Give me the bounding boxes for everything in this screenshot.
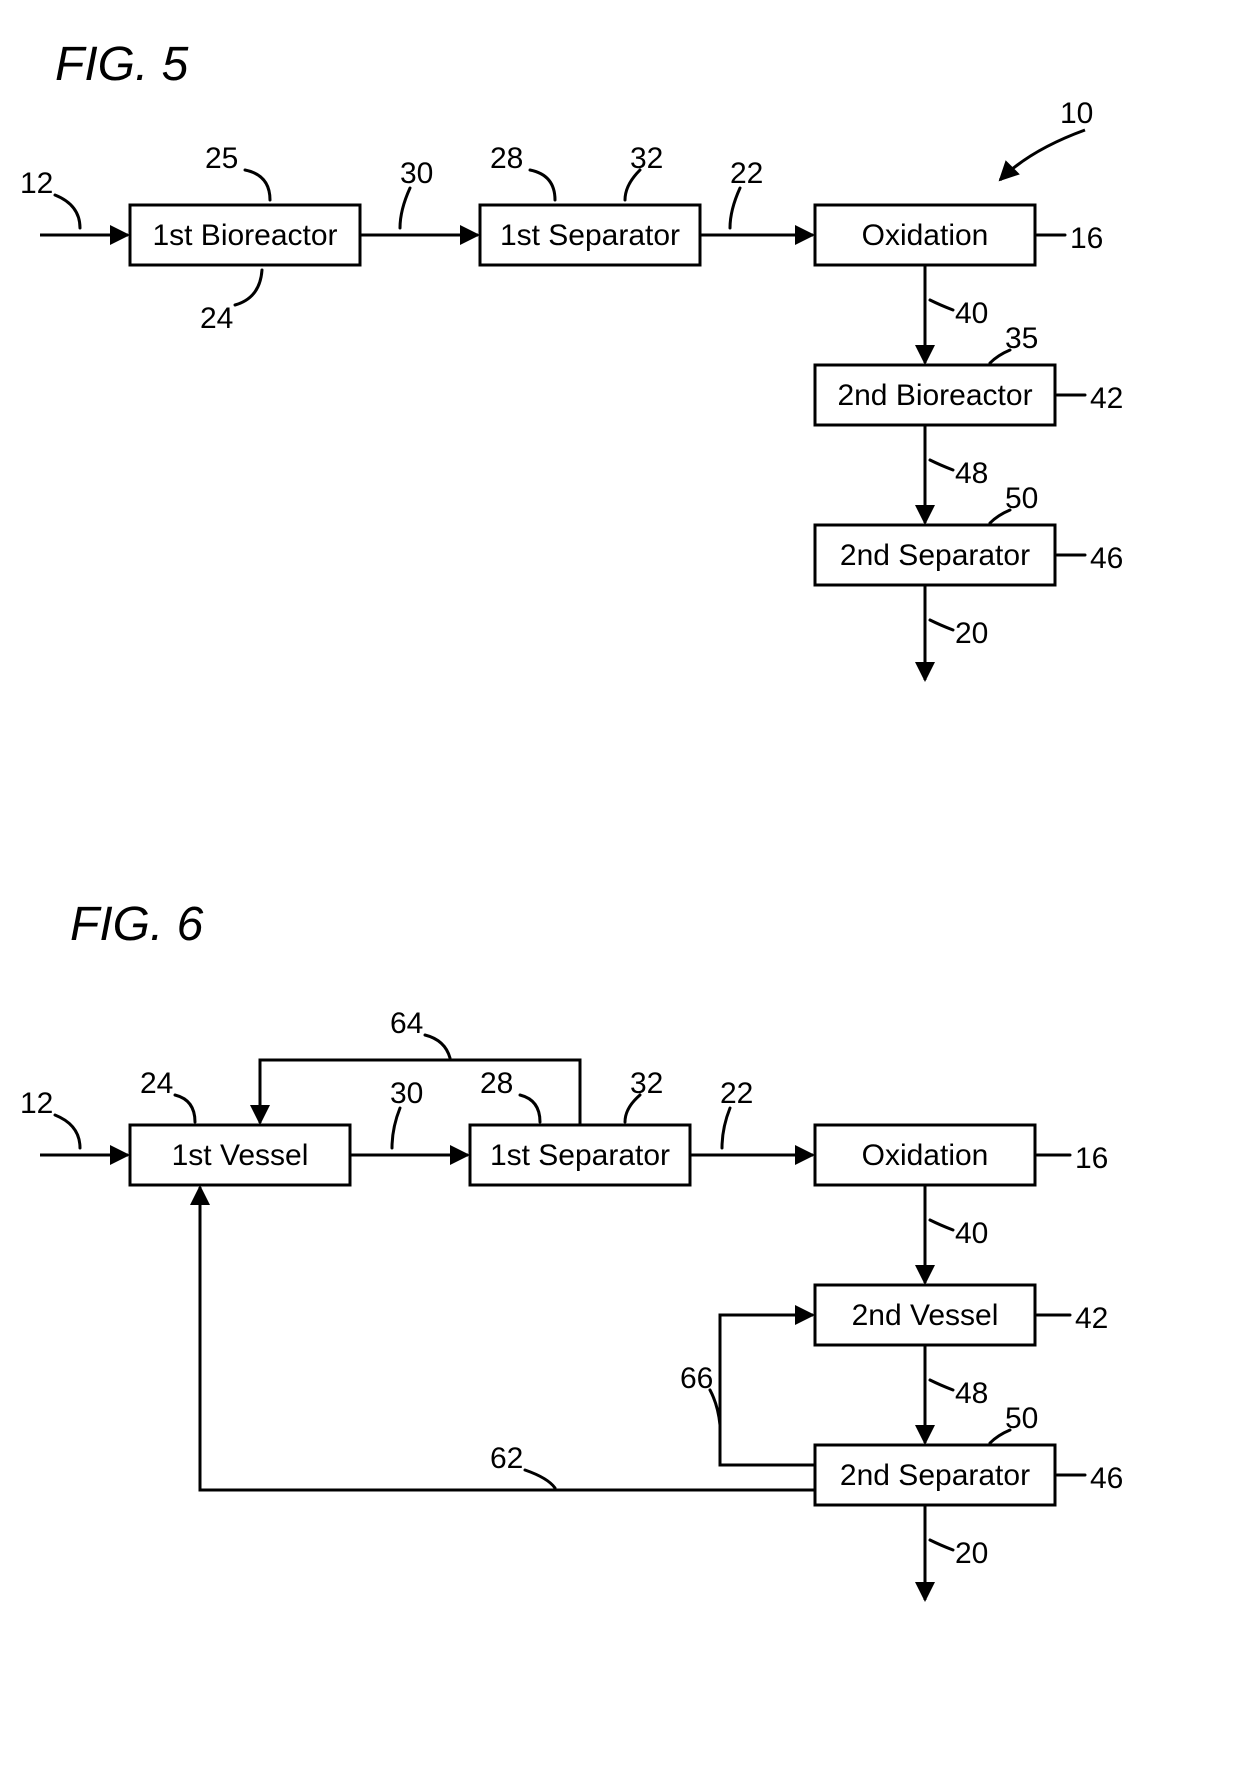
ref-16: 16 bbox=[1070, 222, 1103, 255]
lead-40 bbox=[930, 300, 953, 310]
label-oxidation: Oxidation bbox=[862, 219, 989, 252]
ref-22: 22 bbox=[730, 157, 763, 190]
ref-42b: 42 bbox=[1075, 1302, 1108, 1335]
ref-24: 24 bbox=[200, 302, 233, 335]
lead-20b bbox=[930, 1540, 953, 1550]
label-1st-separator6: 1st Separator bbox=[490, 1139, 670, 1172]
ref-48b: 48 bbox=[955, 1377, 988, 1410]
ref-28b: 28 bbox=[480, 1067, 513, 1100]
fig5: FIG. 5 1st Bioreactor 1st Separator Oxid… bbox=[20, 38, 1123, 680]
ref-12: 12 bbox=[20, 167, 53, 200]
ref-46b: 46 bbox=[1090, 1462, 1123, 1495]
ref-20: 20 bbox=[955, 617, 988, 650]
label-1st-vessel: 1st Vessel bbox=[172, 1139, 309, 1172]
ref-10: 10 bbox=[1060, 97, 1093, 130]
label-2nd-separator6: 2nd Separator bbox=[840, 1459, 1030, 1492]
lead-10 bbox=[1000, 130, 1085, 180]
label-2nd-separator: 2nd Separator bbox=[840, 539, 1030, 572]
lead-64 bbox=[425, 1035, 450, 1058]
lead-30 bbox=[400, 188, 410, 228]
ref-30b: 30 bbox=[390, 1077, 423, 1110]
label-oxidation6: Oxidation bbox=[862, 1139, 989, 1172]
ref-22b: 22 bbox=[720, 1077, 753, 1110]
fig6: FIG. 6 1st Vessel 1st Separator Oxidatio… bbox=[20, 898, 1123, 1600]
ref-48: 48 bbox=[955, 457, 988, 490]
ref-32: 32 bbox=[630, 142, 663, 175]
lead-50 bbox=[990, 510, 1010, 523]
lead-25 bbox=[245, 170, 270, 200]
lead-28 bbox=[530, 170, 555, 200]
label-2nd-bioreactor: 2nd Bioreactor bbox=[837, 379, 1032, 412]
lead-22b bbox=[722, 1108, 730, 1148]
ref-30: 30 bbox=[400, 157, 433, 190]
ref-40: 40 bbox=[955, 297, 988, 330]
ref-46: 46 bbox=[1090, 542, 1123, 575]
lead-20 bbox=[930, 620, 953, 630]
lead-35 bbox=[990, 350, 1010, 363]
lead-48b bbox=[930, 1380, 953, 1390]
lead-50b bbox=[990, 1430, 1010, 1443]
ref-42: 42 bbox=[1090, 382, 1123, 415]
ref-62: 62 bbox=[490, 1442, 523, 1475]
ref-32b: 32 bbox=[630, 1067, 663, 1100]
ref-66: 66 bbox=[680, 1362, 713, 1395]
lead-24b bbox=[175, 1095, 195, 1122]
ref-12b: 12 bbox=[20, 1087, 53, 1120]
fig6-title: FIG. 6 bbox=[70, 898, 204, 951]
lead-28b bbox=[520, 1095, 540, 1122]
ref-64: 64 bbox=[390, 1007, 423, 1040]
figures-canvas: FIG. 5 1st Bioreactor 1st Separator Oxid… bbox=[0, 0, 1240, 1770]
lead-24 bbox=[235, 270, 262, 305]
lead-30b bbox=[392, 1108, 400, 1148]
ref-40b: 40 bbox=[955, 1217, 988, 1250]
lead-40b bbox=[930, 1220, 953, 1230]
ref-28: 28 bbox=[490, 142, 523, 175]
label-2nd-vessel: 2nd Vessel bbox=[852, 1299, 999, 1332]
lead-22 bbox=[730, 188, 740, 228]
label-1st-separator: 1st Separator bbox=[500, 219, 680, 252]
label-1st-bioreactor: 1st Bioreactor bbox=[152, 219, 337, 252]
ref-25: 25 bbox=[205, 142, 238, 175]
ref-16b: 16 bbox=[1075, 1142, 1108, 1175]
fig5-title: FIG. 5 bbox=[55, 38, 189, 91]
recycle-66 bbox=[720, 1315, 815, 1465]
lead-48 bbox=[930, 460, 953, 470]
ref-24b: 24 bbox=[140, 1067, 173, 1100]
lead-62 bbox=[525, 1470, 555, 1488]
ref-20b: 20 bbox=[955, 1537, 988, 1570]
lead-12b bbox=[55, 1115, 80, 1148]
lead-12 bbox=[55, 195, 80, 228]
